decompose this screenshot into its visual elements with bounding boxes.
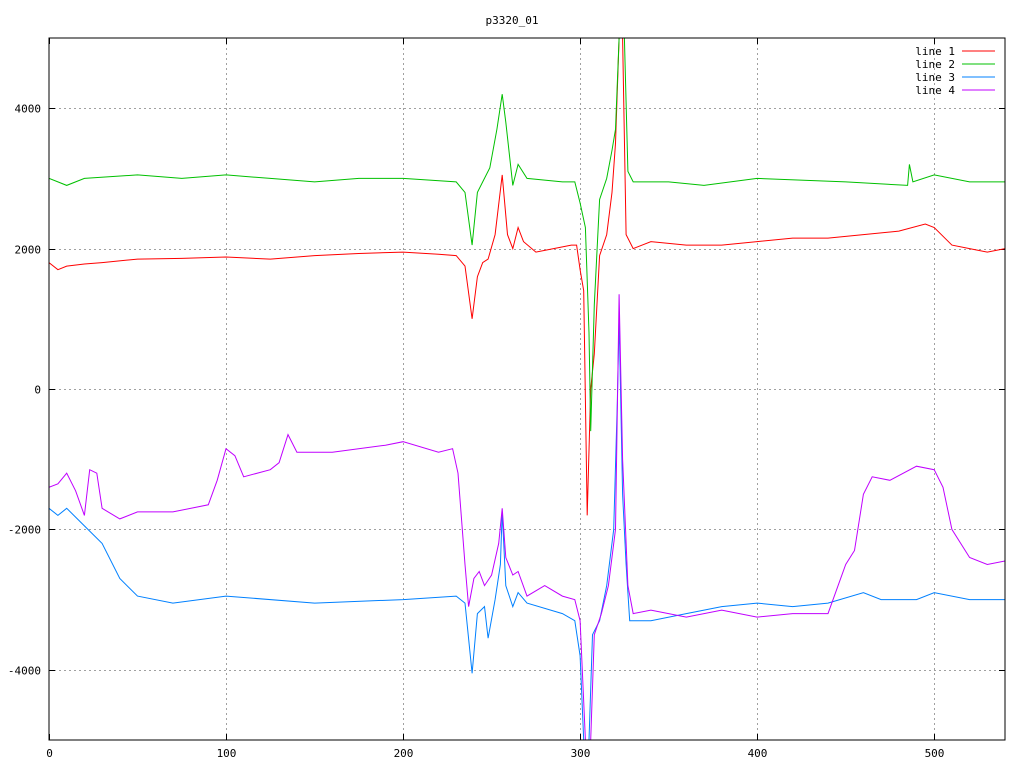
series-line-1 — [49, 38, 1005, 516]
x-tick-label: 100 — [217, 747, 237, 760]
x-tick-label: 300 — [571, 747, 591, 760]
y-tick-label: 0 — [34, 384, 41, 397]
series-group — [49, 38, 1005, 740]
series-line-2 — [49, 38, 1005, 432]
y-tick-label: -4000 — [8, 665, 41, 678]
y-tick-label: 4000 — [15, 103, 42, 116]
series-line-3 — [49, 318, 1005, 740]
chart-title: p3320_01 — [486, 14, 539, 27]
x-tick-label: 500 — [925, 747, 945, 760]
legend-label: line 2 — [915, 58, 955, 71]
axis-ticks: 0 100 200 300 400 500 -4000 -2000 0 2000 4000 — [8, 38, 1005, 760]
y-tick-label: -2000 — [8, 524, 41, 537]
series-line-4 — [49, 294, 1005, 740]
legend-label: line 3 — [915, 71, 955, 84]
x-tick-label: 0 — [46, 747, 53, 760]
legend-label: line 1 — [915, 45, 955, 58]
plot-border — [48, 37, 1006, 741]
y-tick-label: 2000 — [15, 244, 42, 257]
x-tick-label: 400 — [748, 747, 768, 760]
legend-label: line 4 — [915, 84, 955, 97]
x-tick-label: 200 — [394, 747, 414, 760]
grid — [49, 38, 1005, 740]
